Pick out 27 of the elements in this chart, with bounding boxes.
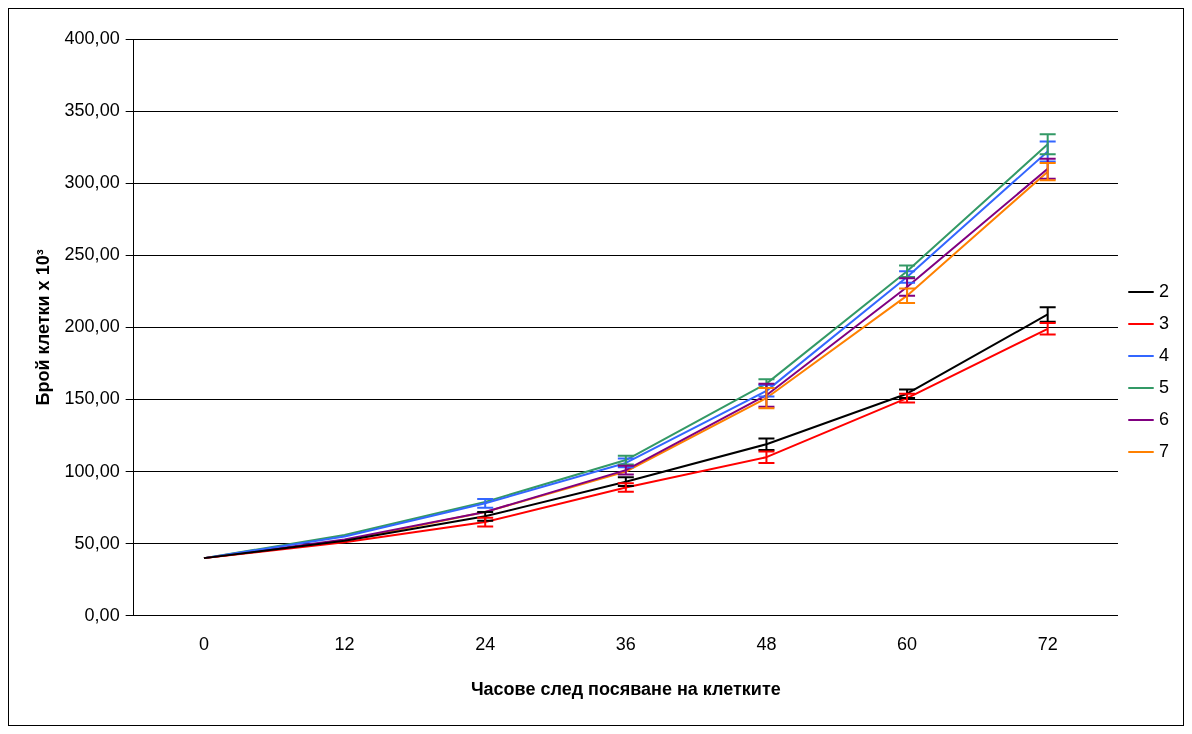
y-tick-label: 150,00 (64, 388, 120, 409)
x-tick-label: 48 (756, 633, 777, 654)
x-tick-label: 72 (1037, 633, 1058, 654)
y-tick-label: 200,00 (64, 316, 120, 337)
x-tick-label: 12 (334, 633, 355, 654)
legend-label: 6 (1158, 408, 1169, 429)
y-tick-label: 0,00 (84, 604, 120, 625)
x-tick-label: 0 (198, 633, 209, 654)
y-tick-label: 300,00 (64, 172, 120, 193)
y-tick-label: 100,00 (64, 460, 120, 481)
y-tick-label: 50,00 (74, 532, 120, 553)
legend-label: 5 (1158, 376, 1169, 397)
y-tick-label: 400,00 (64, 27, 120, 48)
point (1038, 322, 1057, 336)
legend-label: 3 (1158, 312, 1169, 333)
legend-label: 4 (1158, 344, 1169, 365)
x-tick-label: 24 (475, 633, 496, 654)
x-tick-label: 36 (615, 633, 636, 654)
y-axis-title: Брой клетки x 10³ (32, 249, 53, 406)
x-axis-title: Часове след посяване на клетките (470, 679, 781, 700)
point (898, 277, 917, 297)
y-tick-label: 250,00 (64, 244, 120, 265)
legend-label: 2 (1158, 280, 1169, 301)
x-tick-label: 60 (897, 633, 918, 654)
point (757, 450, 776, 464)
legend-label: 7 (1158, 440, 1169, 461)
y-tick-label: 350,00 (64, 100, 120, 121)
